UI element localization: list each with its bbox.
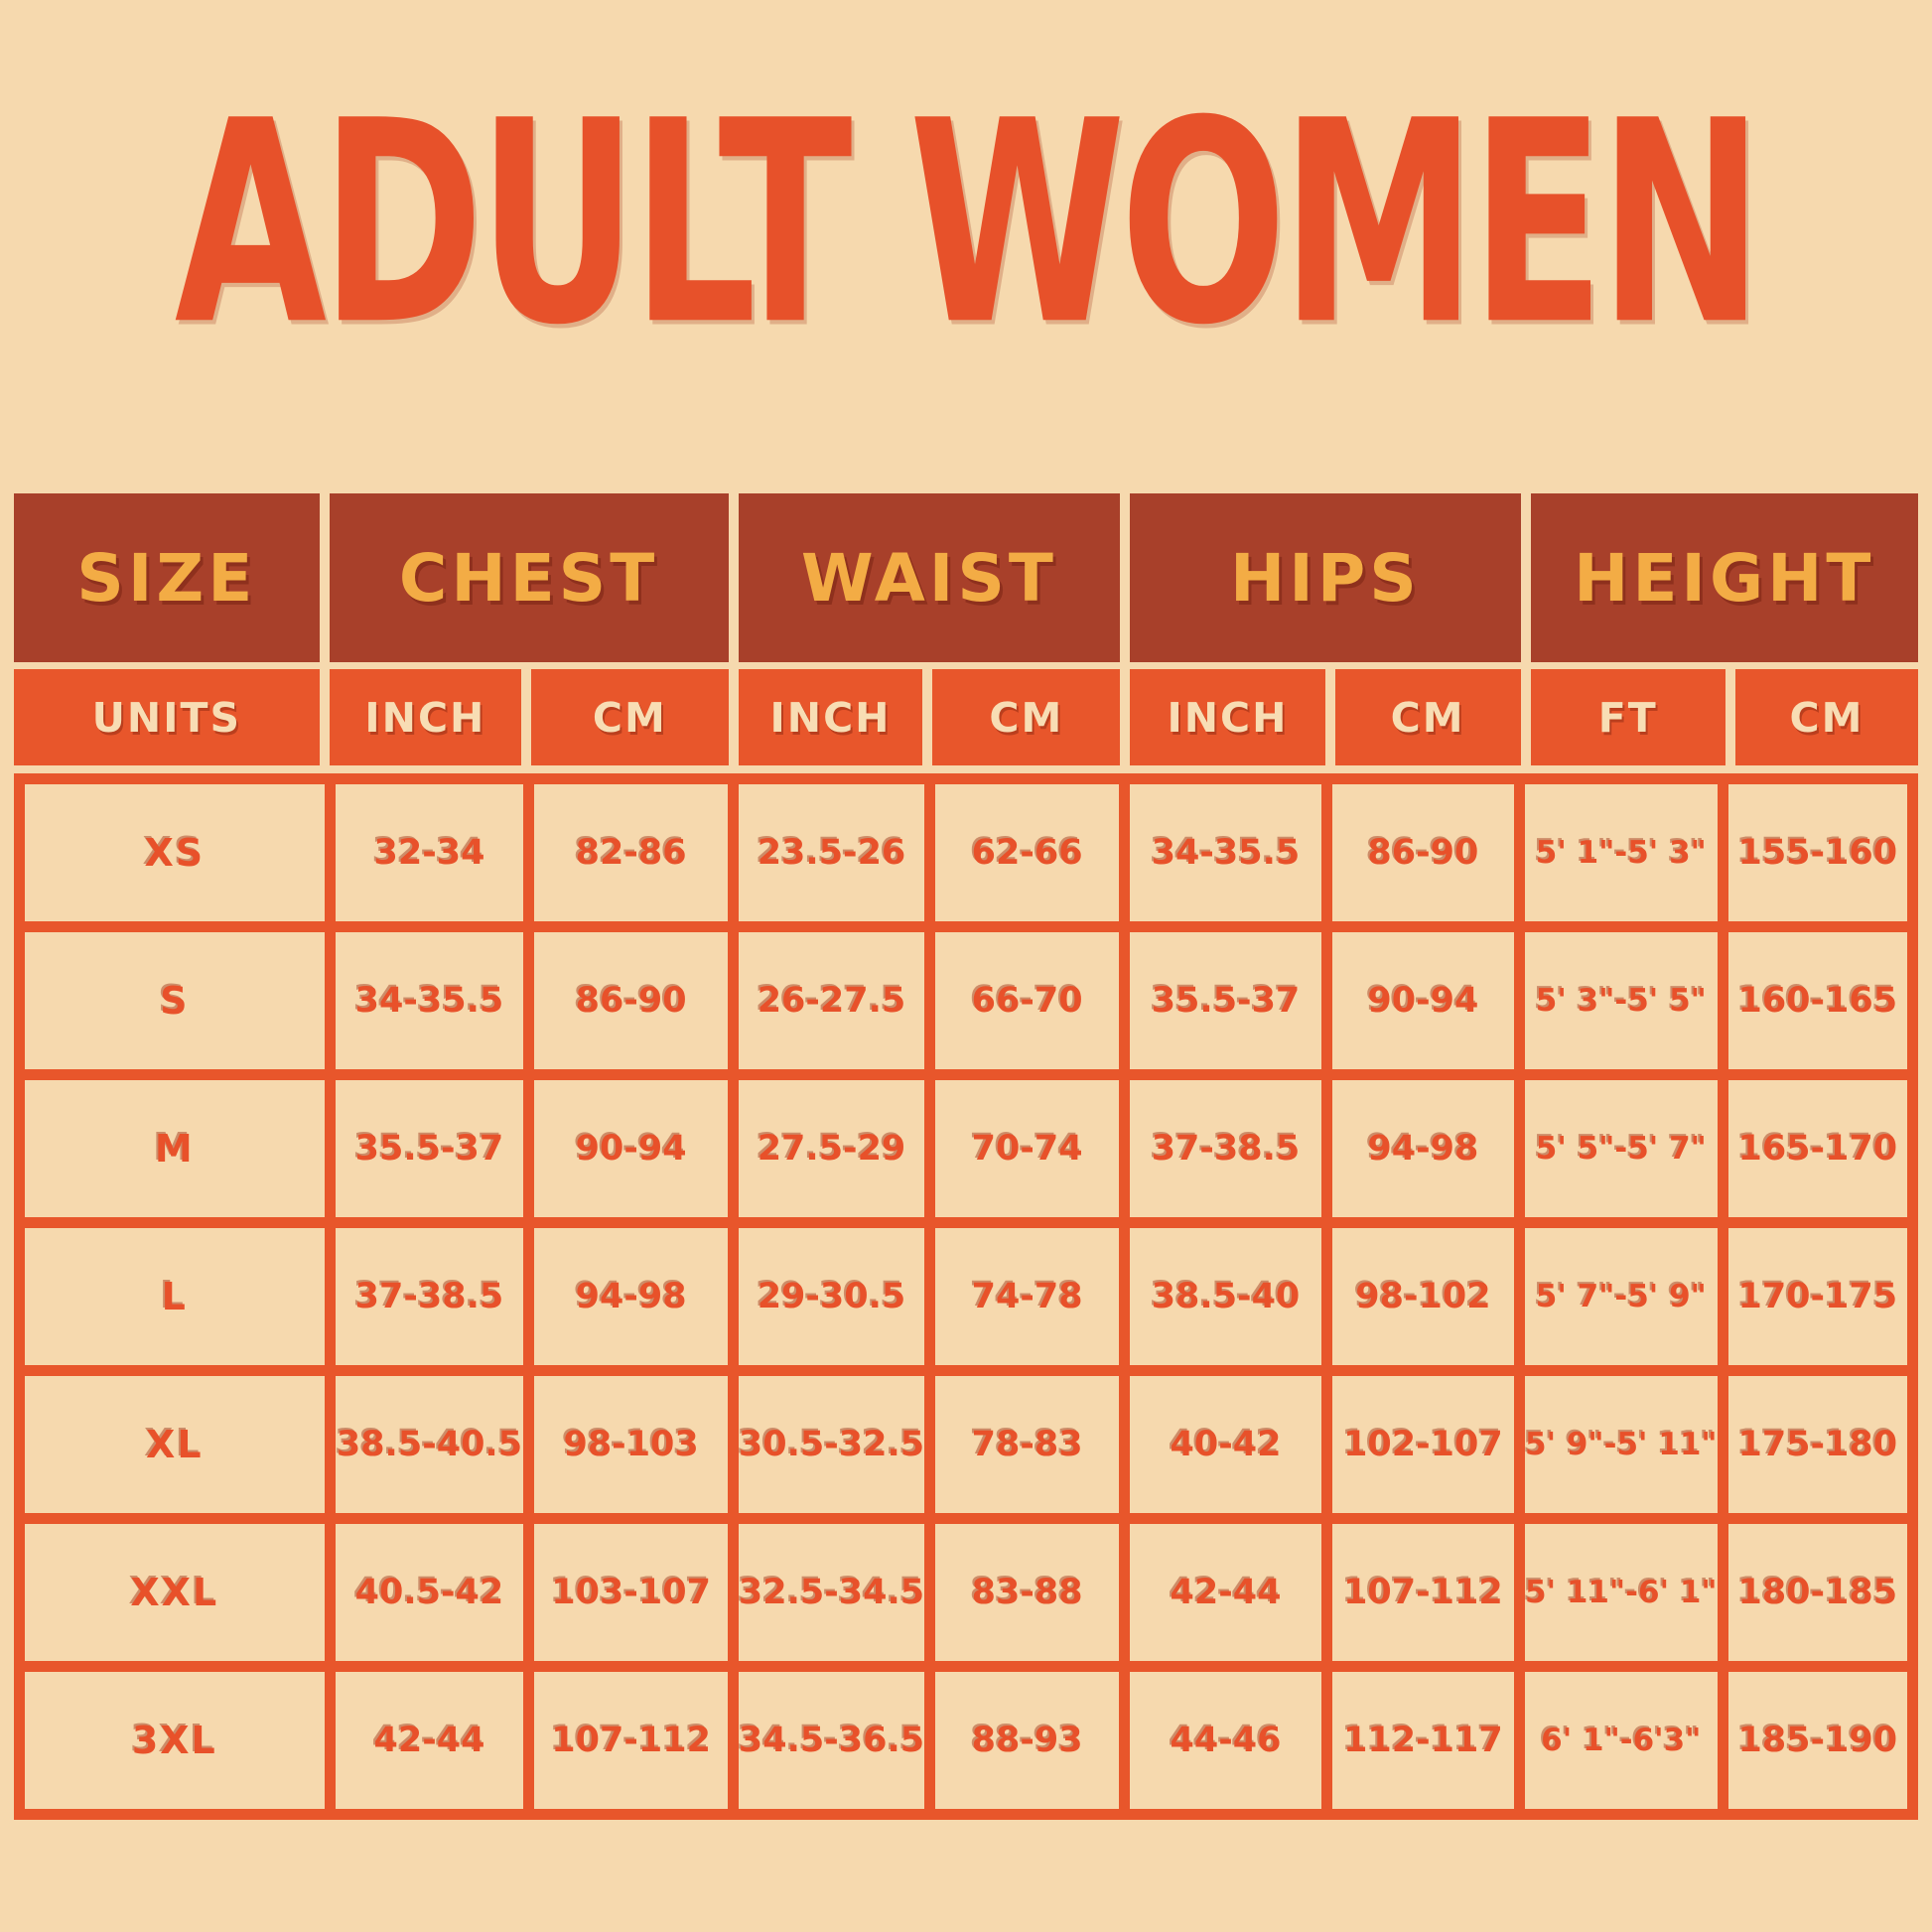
value-cell: 35.5-37 xyxy=(335,1080,524,1217)
value-cell: 34.5-36.5 xyxy=(738,1672,925,1809)
value-cell: 44-46 xyxy=(1130,1672,1321,1809)
value-cell: 88-93 xyxy=(935,1672,1120,1809)
value-cell: 23.5-26 xyxy=(738,784,925,921)
value-cell: 102-107 xyxy=(1331,1376,1514,1513)
value-cell: 94-98 xyxy=(1331,1080,1514,1217)
value-cell: 98-102 xyxy=(1331,1228,1514,1365)
value-cell: 155-160 xyxy=(1727,784,1907,921)
value-cell: 66-70 xyxy=(935,932,1120,1069)
value-cell: 27.5-29 xyxy=(738,1080,925,1217)
group-header-waist: WAIST xyxy=(738,493,1121,662)
value-cell: 74-78 xyxy=(935,1228,1120,1365)
unit-header-chest-inch: INCH xyxy=(329,669,522,765)
unit-header-hips-cm: CM xyxy=(1334,669,1521,765)
value-cell: 26-27.5 xyxy=(738,932,925,1069)
size-cell: XL xyxy=(25,1376,325,1513)
table-body: XS 32-34 82-86 23.5-26 62-66 34-35.5 86-… xyxy=(14,773,1918,1820)
value-cell: 185-190 xyxy=(1727,1672,1907,1809)
value-cell: 165-170 xyxy=(1727,1080,1907,1217)
value-cell: 6' 1"-6'3" xyxy=(1525,1672,1718,1809)
group-header-size: SIZE xyxy=(14,493,320,662)
value-cell: 42-44 xyxy=(1130,1524,1321,1661)
unit-header-chest-cm: CM xyxy=(531,669,729,765)
unit-header-waist-cm: CM xyxy=(932,669,1121,765)
value-cell: 38.5-40.5 xyxy=(335,1376,524,1513)
size-cell: L xyxy=(25,1228,325,1365)
value-cell: 34-35.5 xyxy=(1130,784,1321,921)
size-cell: XS xyxy=(25,784,325,921)
unit-header-hips-inch: INCH xyxy=(1130,669,1325,765)
group-header-row: SIZE CHEST WAIST HIPS HEIGHT xyxy=(14,493,1918,662)
value-cell: 107-112 xyxy=(1331,1524,1514,1661)
value-cell: 35.5-37 xyxy=(1130,932,1321,1069)
value-cell: 70-74 xyxy=(935,1080,1120,1217)
value-cell: 180-185 xyxy=(1727,1524,1907,1661)
value-cell: 30.5-32.5 xyxy=(738,1376,925,1513)
value-cell: 86-90 xyxy=(1331,784,1514,921)
unit-header-height-ft: FT xyxy=(1530,669,1725,765)
value-cell: 90-94 xyxy=(534,1080,728,1217)
value-cell: 32.5-34.5 xyxy=(738,1524,925,1661)
value-cell: 98-103 xyxy=(534,1376,728,1513)
value-cell: 5' 5"-5' 7" xyxy=(1525,1080,1718,1217)
value-cell: 40.5-42 xyxy=(335,1524,524,1661)
group-header-chest: CHEST xyxy=(329,493,729,662)
value-cell: 32-34 xyxy=(335,784,524,921)
value-cell: 175-180 xyxy=(1727,1376,1907,1513)
size-cell: XXL xyxy=(25,1524,325,1661)
value-cell: 34-35.5 xyxy=(335,932,524,1069)
value-cell: 78-83 xyxy=(935,1376,1120,1513)
value-cell: 29-30.5 xyxy=(738,1228,925,1365)
size-table: SIZE CHEST WAIST HIPS HEIGHT UNITS INCH … xyxy=(14,493,1918,1820)
value-cell: 86-90 xyxy=(534,932,728,1069)
unit-header-height-cm: CM xyxy=(1735,669,1918,765)
value-cell: 5' 1"-5' 3" xyxy=(1525,784,1718,921)
value-cell: 5' 11"-6' 1" xyxy=(1525,1524,1718,1661)
group-header-height: HEIGHT xyxy=(1530,493,1918,662)
value-cell: 5' 7"-5' 9" xyxy=(1525,1228,1718,1365)
unit-header-units: UNITS xyxy=(14,669,320,765)
value-cell: 94-98 xyxy=(534,1228,728,1365)
value-cell: 107-112 xyxy=(534,1672,728,1809)
value-cell: 42-44 xyxy=(335,1672,524,1809)
value-cell: 38.5-40 xyxy=(1130,1228,1321,1365)
size-cell: S xyxy=(25,932,325,1069)
unit-header-waist-inch: INCH xyxy=(738,669,923,765)
units-header-row: UNITS INCH CM INCH CM INCH CM FT CM xyxy=(14,669,1918,765)
value-cell: 62-66 xyxy=(935,784,1120,921)
group-header-hips: HIPS xyxy=(1130,493,1521,662)
value-cell: 112-117 xyxy=(1331,1672,1514,1809)
value-cell: 90-94 xyxy=(1331,932,1514,1069)
value-cell: 40-42 xyxy=(1130,1376,1321,1513)
value-cell: 5' 3"-5' 5" xyxy=(1525,932,1718,1069)
page-title: ADULT WOMEN xyxy=(174,60,1763,386)
value-cell: 37-38.5 xyxy=(1130,1080,1321,1217)
value-cell: 5' 9"-5' 11" xyxy=(1525,1376,1718,1513)
value-cell: 82-86 xyxy=(534,784,728,921)
value-cell: 170-175 xyxy=(1727,1228,1907,1365)
value-cell: 83-88 xyxy=(935,1524,1120,1661)
size-cell: 3XL xyxy=(25,1672,325,1809)
size-cell: M xyxy=(25,1080,325,1217)
value-cell: 103-107 xyxy=(534,1524,728,1661)
value-cell: 37-38.5 xyxy=(335,1228,524,1365)
value-cell: 160-165 xyxy=(1727,932,1907,1069)
